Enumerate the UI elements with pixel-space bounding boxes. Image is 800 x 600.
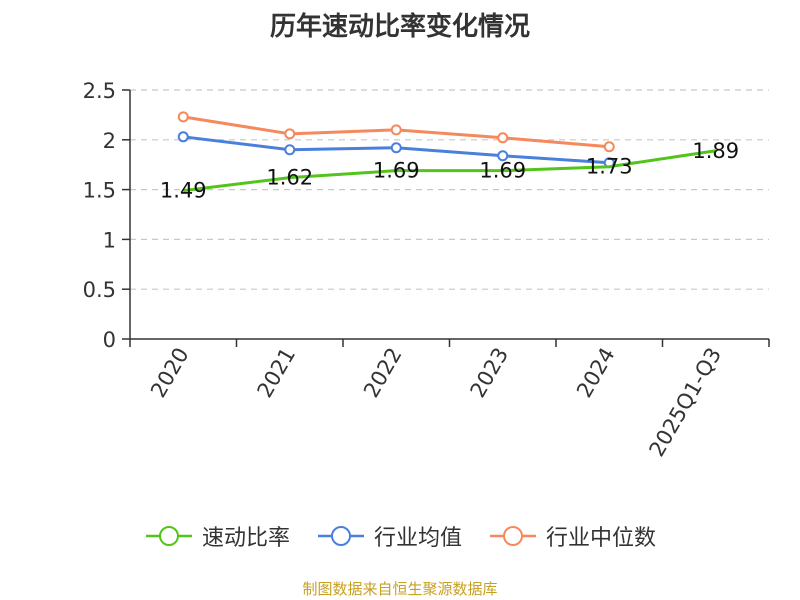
legend-item[interactable]: 行业中位数 — [488, 520, 656, 552]
legend-swatch-icon — [490, 526, 536, 546]
chart-title: 历年速动比率变化情况 — [269, 12, 530, 42]
x-tick-label: 2022 — [359, 344, 407, 402]
x-tick-label: 2024 — [572, 344, 620, 402]
y-tick-label: 0 — [103, 328, 116, 352]
y-tick-label: 2 — [103, 129, 116, 153]
legend-label: 速动比率 — [201, 526, 290, 551]
legend-item[interactable]: 速动比率 — [144, 520, 290, 552]
x-tick-label: 2020 — [146, 344, 194, 402]
x-tick-label: 2021 — [253, 344, 301, 402]
series-point — [284, 144, 296, 156]
x-tick-label: 2025Q1-Q3 — [645, 344, 727, 461]
data-labels: 1.49 1.62 1.69 1.69 1.73 1.89 — [160, 139, 739, 203]
legend: 速动比率 行业均值 行业中位数 — [0, 520, 800, 552]
y-tick-label: 0.5 — [83, 278, 116, 302]
data-label: 1.89 — [692, 139, 739, 163]
data-label: 1.69 — [479, 159, 526, 183]
series-point — [603, 141, 615, 153]
series-point — [390, 142, 402, 154]
data-label: 1.62 — [266, 166, 313, 190]
source-note: 制图数据来自恒生聚源数据库 — [302, 580, 498, 598]
legend-swatch-icon — [317, 526, 364, 546]
legend-label: 行业中位数 — [546, 526, 657, 551]
data-label: 1.49 — [160, 179, 207, 203]
legend-item[interactable]: 行业均值 — [316, 520, 462, 552]
series-line — [183, 149, 716, 193]
legend-label: 行业均值 — [373, 526, 462, 551]
grid-lines — [130, 89, 769, 290]
data-label: 1.69 — [373, 159, 420, 183]
data-label: 1.73 — [586, 155, 633, 179]
y-tick-label: 1 — [103, 228, 116, 252]
series-point — [284, 128, 296, 140]
series-point — [177, 111, 189, 123]
legend-swatch-icon — [145, 526, 192, 546]
series-point — [497, 150, 509, 162]
y-tick-label: 1.5 — [83, 179, 116, 203]
series-lines — [177, 111, 716, 193]
series-point — [497, 132, 509, 144]
x-tick-label: 2023 — [466, 344, 514, 402]
series-point — [390, 124, 402, 136]
series-point — [177, 131, 189, 143]
y-tick-label: 2.5 — [83, 79, 116, 103]
